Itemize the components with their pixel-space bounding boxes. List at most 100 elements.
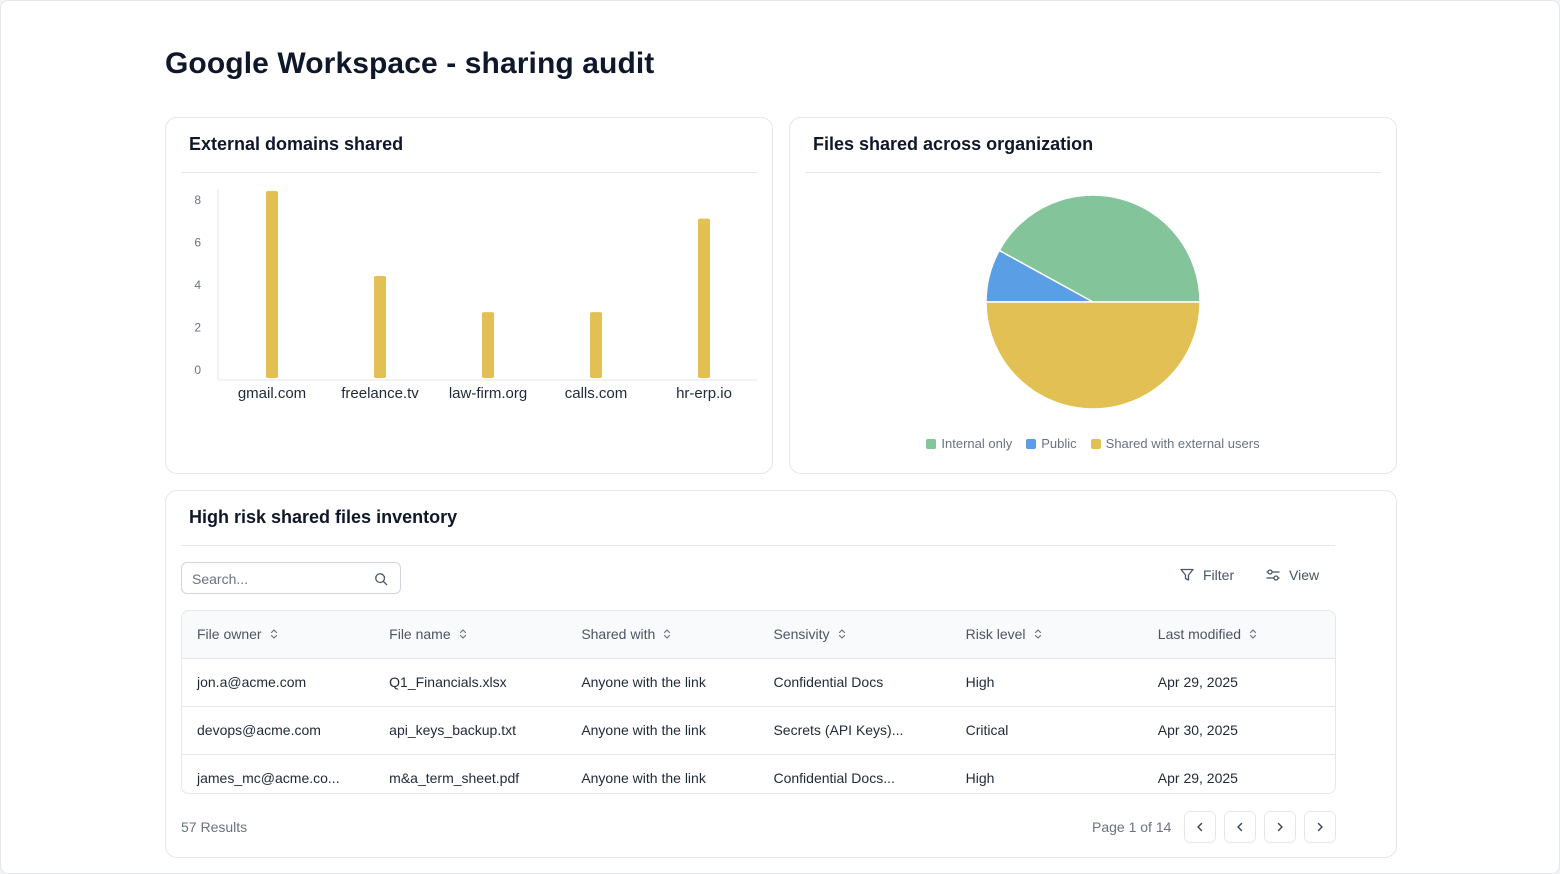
files-table-wrapper: File owner File name Shared with Sensivity R… xyxy=(181,610,1336,794)
bar[interactable] xyxy=(266,191,278,378)
x-tick-label: law-firm.org xyxy=(449,385,527,402)
chevron-left-icon xyxy=(1237,822,1243,832)
first-page-button[interactable] xyxy=(1184,811,1216,843)
table-cell: Critical xyxy=(950,706,1143,755)
table-row[interactable]: james_mc@acme.co... m&a_term_sheet.pdf Any… xyxy=(182,754,1335,793)
prev-page-button[interactable] xyxy=(1224,811,1256,843)
external-domains-title: External domains shared xyxy=(189,134,404,154)
column-header[interactable]: Shared with xyxy=(566,611,759,659)
sort-icon[interactable] xyxy=(270,628,278,640)
search-icon[interactable] xyxy=(374,572,388,586)
legend-label: Shared with external users xyxy=(1105,436,1260,451)
files-shared-title: Files shared across organization xyxy=(813,134,1094,154)
table-cell: Apr 30, 2025 xyxy=(1142,706,1335,755)
external-domains-card: External domains shared 0 2 4 6 8 gmail.com fr… xyxy=(165,117,773,474)
page-title: Google Workspace - sharing audit xyxy=(165,47,655,80)
legend-item[interactable]: Shared with external users xyxy=(1090,436,1260,451)
table-header-row: File owner File name Shared with Sensivity R… xyxy=(182,611,1335,659)
sort-icon[interactable] xyxy=(838,628,846,640)
results-count: 57 Results xyxy=(181,819,248,835)
x-tick-label: hr-erp.io xyxy=(676,385,732,402)
column-header-inner: Last modified xyxy=(1158,626,1257,642)
y-tick-label: 8 xyxy=(194,193,201,207)
column-header-label: File name xyxy=(389,626,451,643)
column-header-label: Shared with xyxy=(581,626,656,643)
legend-item[interactable]: Public xyxy=(1026,436,1077,451)
chevron-right-icon xyxy=(1277,822,1283,832)
bar-chart: 0 2 4 6 8 gmail.com freelance.tv law-firm.org ca… xyxy=(194,189,758,402)
column-header-label: File owner xyxy=(197,626,262,643)
pie-chart xyxy=(985,194,1201,410)
bar[interactable] xyxy=(698,218,710,378)
page-info: Page 1 of 14 xyxy=(1092,819,1172,835)
table-cell: james_mc@acme.co... xyxy=(182,754,375,793)
column-header-inner: Shared with xyxy=(581,626,671,642)
x-tick-label: freelance.tv xyxy=(341,385,419,402)
x-tick-label: calls.com xyxy=(565,385,628,402)
table-cell: api_keys_backup.txt xyxy=(374,706,567,755)
search-box xyxy=(181,562,401,594)
high-risk-files-title: High risk shared files inventory xyxy=(189,507,458,527)
card-divider xyxy=(805,172,1381,173)
files-table: File owner File name Shared with Sensivity R… xyxy=(182,611,1335,793)
y-tick-label: 2 xyxy=(194,321,201,335)
bar[interactable] xyxy=(590,312,602,378)
legend-item[interactable]: Internal only xyxy=(926,436,1012,451)
pie-slice[interactable] xyxy=(985,301,1201,410)
y-tick-label: 0 xyxy=(194,363,201,377)
column-header[interactable]: File owner xyxy=(182,611,375,659)
table-cell: devops@acme.com xyxy=(182,706,375,755)
column-header-label: Sensivity xyxy=(773,626,830,643)
card-divider xyxy=(181,172,757,173)
sort-icon[interactable] xyxy=(1034,628,1042,640)
table-row[interactable]: jon.a@acme.com Q1_Financials.xlsx Anyone w… xyxy=(182,658,1335,707)
table-cell: m&a_term_sheet.pdf xyxy=(374,754,567,793)
card-divider xyxy=(181,545,1335,546)
legend-label: Public xyxy=(1041,436,1077,451)
column-header-inner: File name xyxy=(389,626,466,642)
table-cell: Anyone with the link xyxy=(566,658,759,707)
column-header[interactable]: Risk level xyxy=(950,611,1143,659)
table-cell: High xyxy=(950,754,1143,793)
table-body: jon.a@acme.com Q1_Financials.xlsx Anyone w… xyxy=(182,658,1335,793)
table-cell: Apr 29, 2025 xyxy=(1142,658,1335,707)
table-cell: Confidential Docs xyxy=(758,658,951,707)
sort-icon[interactable] xyxy=(663,628,671,640)
filter-label: Filter xyxy=(1203,567,1235,583)
chevron-double-left-icon xyxy=(1197,822,1203,832)
sort-icon[interactable] xyxy=(1249,628,1257,640)
column-header-inner: Sensivity xyxy=(773,626,845,642)
table-cell: Confidential Docs... xyxy=(758,754,951,793)
column-header-inner: File owner xyxy=(197,626,278,642)
table-cell: High xyxy=(950,658,1143,707)
legend-swatch xyxy=(1026,438,1037,449)
column-header[interactable]: Sensivity xyxy=(758,611,951,659)
legend-label: Internal only xyxy=(941,436,1013,451)
table-cell: Apr 29, 2025 xyxy=(1142,754,1335,793)
view-button[interactable]: View xyxy=(1265,567,1319,583)
sort-icon[interactable] xyxy=(459,628,467,640)
next-page-button[interactable] xyxy=(1264,811,1296,843)
table-row[interactable]: devops@acme.com api_keys_backup.txt Anyone… xyxy=(182,706,1335,755)
y-tick-label: 4 xyxy=(194,278,201,292)
legend-swatch xyxy=(1090,438,1101,449)
pie-slice[interactable] xyxy=(998,194,1201,303)
column-header-label: Risk level xyxy=(965,626,1026,643)
last-page-button[interactable] xyxy=(1304,811,1336,843)
chevron-double-right-icon xyxy=(1317,822,1323,832)
bar[interactable] xyxy=(482,312,494,378)
column-header-label: Last modified xyxy=(1157,626,1242,643)
column-header[interactable]: Last modified xyxy=(1142,611,1335,659)
table-cell: Anyone with the link xyxy=(566,706,759,755)
high-risk-files-card: High risk shared files inventory Filter … xyxy=(165,490,1397,858)
filter-button[interactable]: Filter xyxy=(1179,567,1234,583)
column-header-inner: Risk level xyxy=(966,626,1042,642)
search-input[interactable] xyxy=(192,569,367,589)
column-header[interactable]: File name xyxy=(374,611,567,659)
x-tick-label: gmail.com xyxy=(238,385,306,402)
table-cell: Secrets (API Keys)... xyxy=(758,706,951,755)
bar[interactable] xyxy=(374,276,386,378)
table-cell: Anyone with the link xyxy=(566,754,759,793)
y-tick-label: 6 xyxy=(194,236,201,250)
